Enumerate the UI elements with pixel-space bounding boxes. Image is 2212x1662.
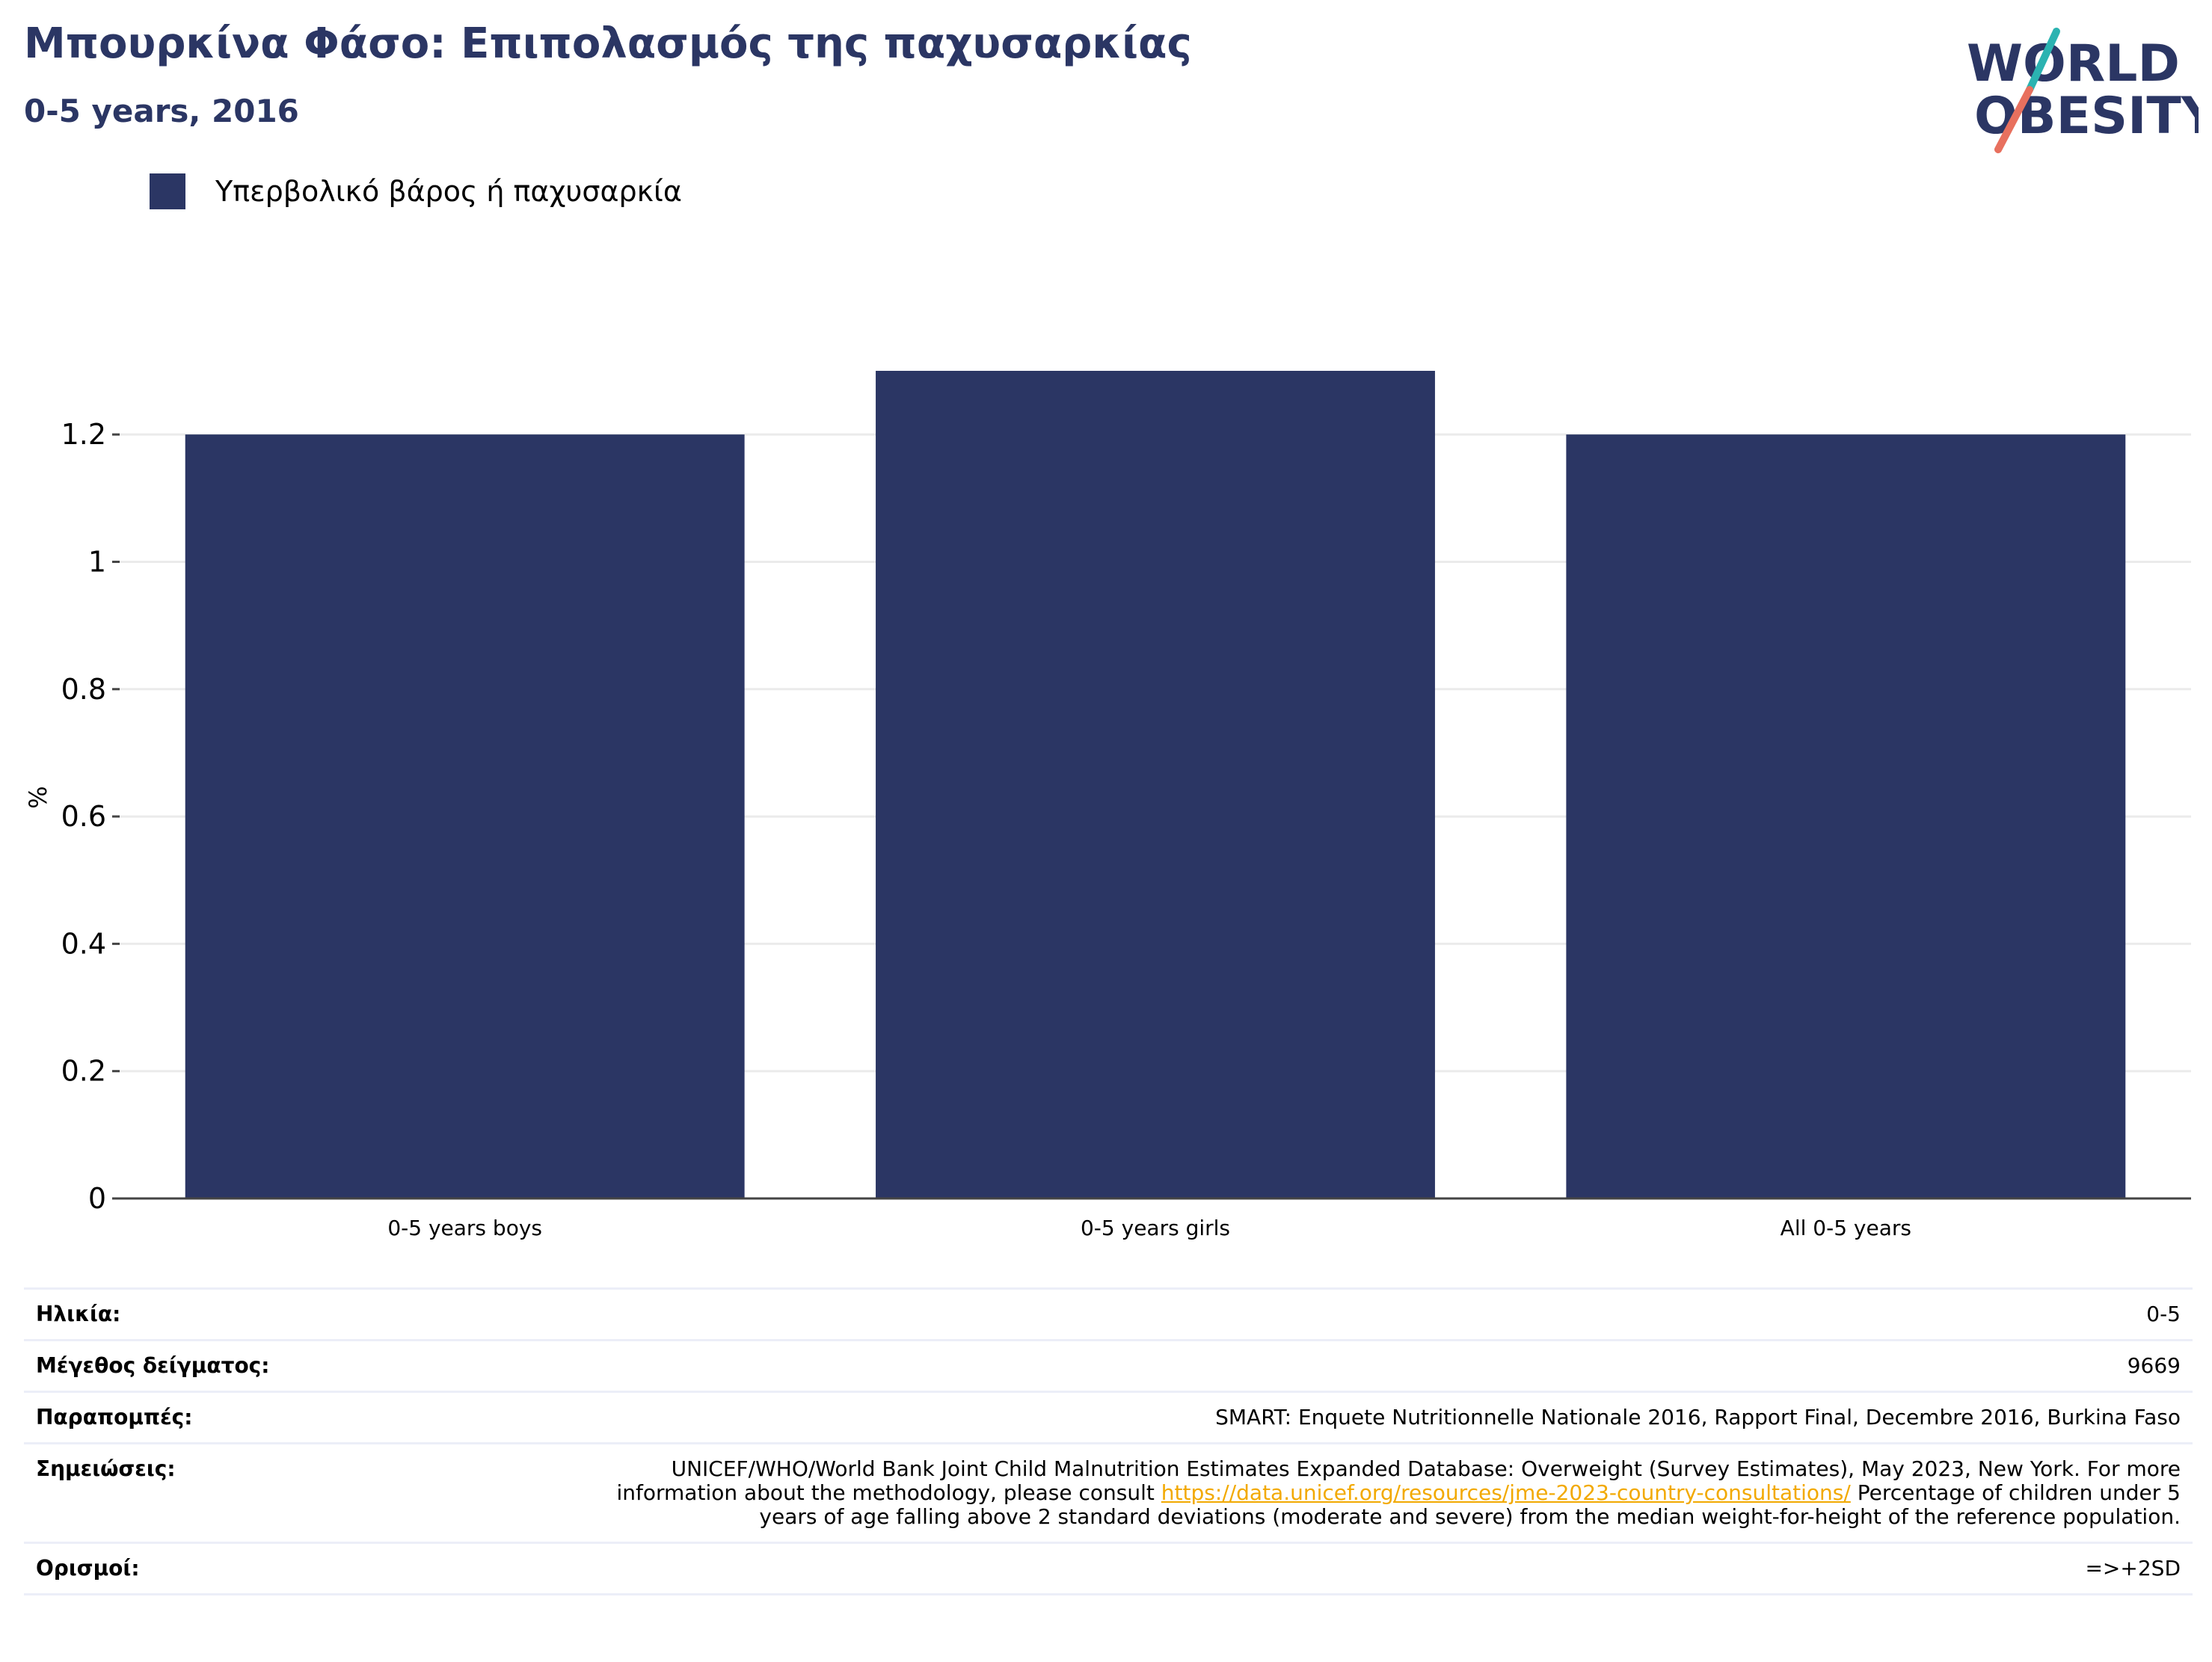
sample-size-value: 9669 <box>2127 1353 2181 1378</box>
y-axis-label: % <box>24 786 52 808</box>
sample-size-label: Μέγεθος δείγματος: <box>36 1353 270 1378</box>
bar <box>1566 434 2126 1198</box>
info-row-sample-size: Μέγεθος δείγματος: 9669 <box>24 1339 2193 1391</box>
x-tick-label: 0-5 years girls <box>1081 1216 1230 1240</box>
age-label: Ηλικία: <box>36 1302 121 1326</box>
world-obesity-logo: WORLD OBESITY <box>1967 28 2199 153</box>
info-row-definitions: Ορισμοί: =>+2SD <box>24 1542 2193 1595</box>
info-row-age: Ηλικία: 0-5 <box>24 1287 2193 1339</box>
y-axis-ticks: 0 0.2 0.4 0.6 0.8 1 1.2 <box>61 418 120 1215</box>
notes-text-start: UNICEF/WHO/World Bank Joint Child Malnut… <box>616 1456 2181 1505</box>
bar <box>876 371 1435 1198</box>
y-tick-label: 0.8 <box>61 673 106 706</box>
y-tick-label: 0 <box>88 1182 106 1215</box>
notes-value: UNICEF/WHO/World Bank Joint Child Malnut… <box>588 1457 2181 1529</box>
logo-slash-coral <box>1994 86 2033 153</box>
info-row-notes: Σημειώσεις: UNICEF/WHO/World Bank Joint … <box>24 1442 2193 1542</box>
y-tick-label: 1 <box>88 545 106 578</box>
references-value: SMART: Enquete Nutritionnelle Nationale … <box>1215 1405 2181 1429</box>
logo-word-world: WORLD <box>1967 34 2180 93</box>
y-tick-label: 0.4 <box>61 927 106 960</box>
y-tick-label: 1.2 <box>61 418 106 451</box>
legend-label: Υπερβολικό βάρος ή παχυσαρκία <box>215 175 682 208</box>
y-tick-label: 0.6 <box>61 800 106 833</box>
age-value: 0-5 <box>2146 1302 2181 1326</box>
definitions-label: Ορισμοί: <box>36 1556 140 1581</box>
x-tick-label: All 0-5 years <box>1781 1216 1911 1240</box>
chart-legend[interactable]: Υπερβολικό βάρος ή παχυσαρκία <box>150 173 682 209</box>
x-axis-ticks: 0-5 years boys 0-5 years girls All 0-5 yea… <box>387 1216 1911 1240</box>
notes-label: Σημειώσεις: <box>36 1456 176 1481</box>
bars <box>185 371 2126 1198</box>
bar <box>185 434 745 1198</box>
references-label: Παραπομπές: <box>36 1405 193 1429</box>
notes-text-end: Percentage of children under 5 years of … <box>759 1480 2181 1529</box>
x-tick-label: 0-5 years boys <box>387 1216 542 1240</box>
chart-subtitle: 0-5 years, 2016 <box>24 93 299 129</box>
logo-slash-teal <box>2026 28 2060 93</box>
y-tick-label: 0.2 <box>61 1055 106 1088</box>
chart-title: Μπουρκίνα Φάσο: Επιπολασμός της παχυσαρκ… <box>24 19 1192 68</box>
definitions-value: =>+2SD <box>2085 1556 2181 1581</box>
info-row-references: Παραπομπές: SMART: Enquete Nutritionnell… <box>24 1391 2193 1442</box>
info-table: Ηλικία: 0-5 Μέγεθος δείγματος: 9669 Παρα… <box>24 1287 2193 1595</box>
methodology-link[interactable]: https://data.unicef.org/resources/jme-20… <box>1161 1480 1851 1505</box>
legend-swatch <box>150 173 185 209</box>
bar-chart: 00.20.40.60.811.2 0-5 years boys 0-5 year… <box>24 371 2191 1240</box>
